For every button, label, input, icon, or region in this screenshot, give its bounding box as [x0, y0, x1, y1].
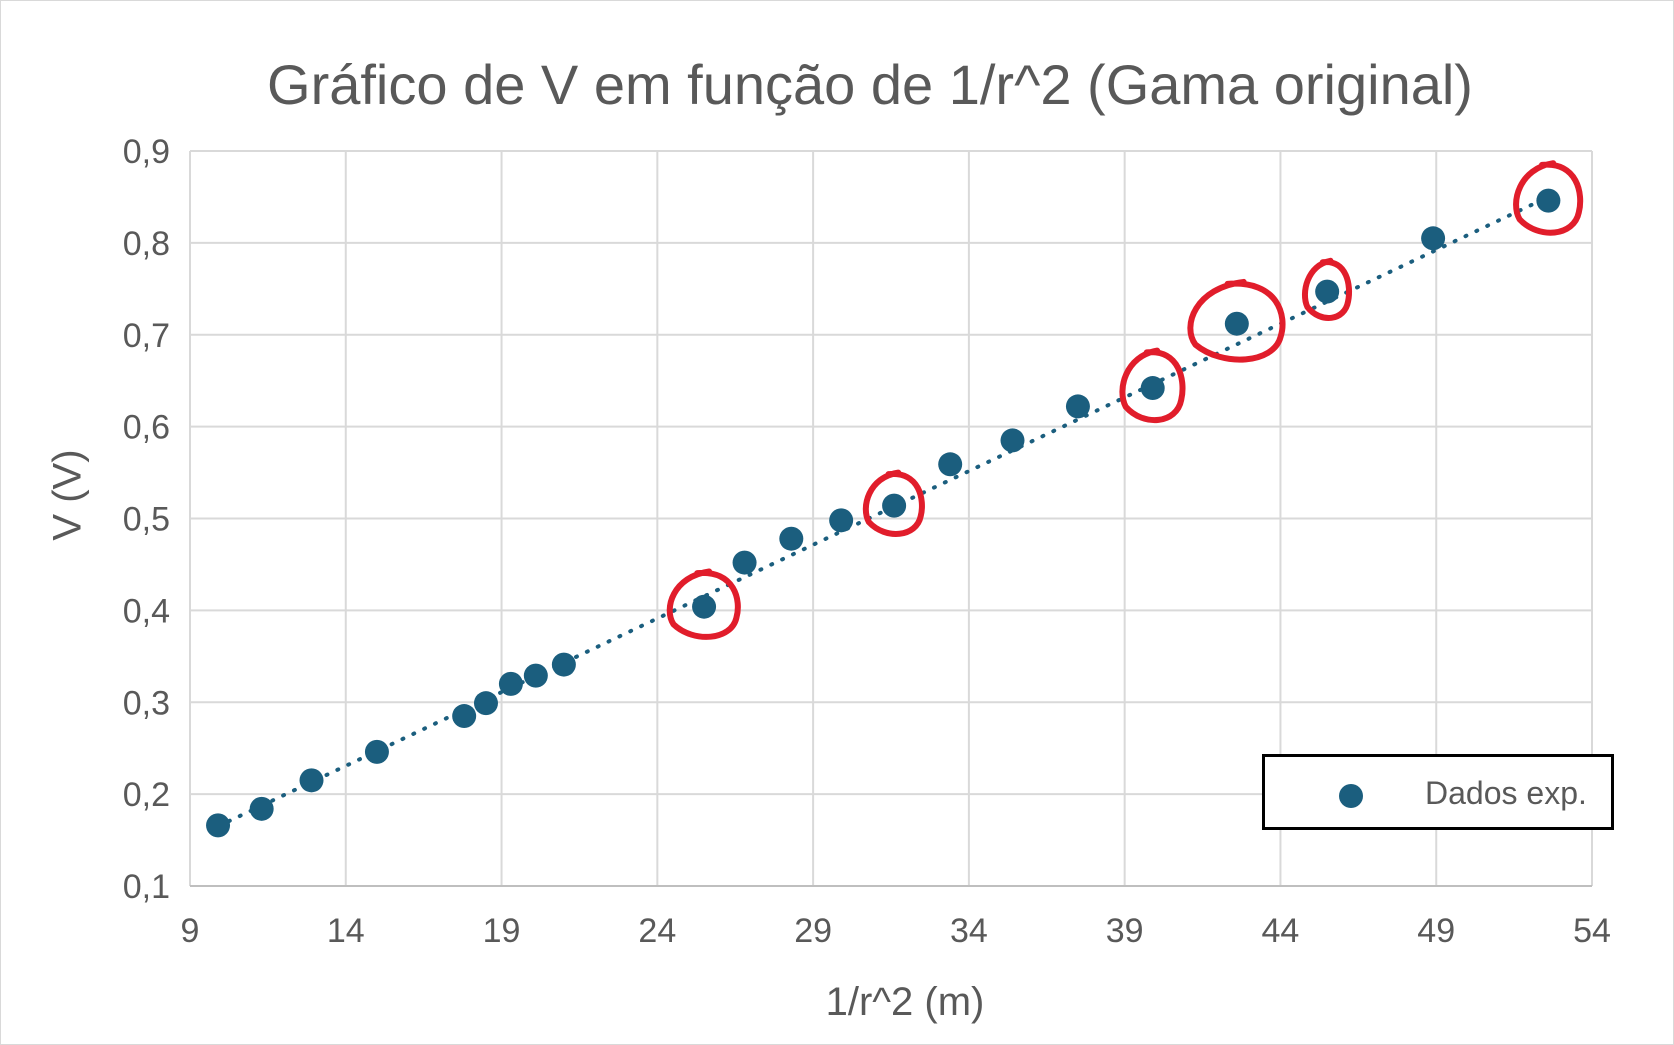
y-tick-label: 0,1	[123, 868, 170, 906]
legend-marker	[1339, 784, 1363, 808]
x-tick-label: 39	[1106, 912, 1144, 950]
data-point	[692, 594, 717, 619]
data-point	[938, 452, 963, 477]
hand-drawn-circle	[1513, 160, 1584, 236]
hand-drawn-circle	[666, 568, 741, 640]
data-point	[1224, 311, 1249, 336]
data-point	[1421, 226, 1446, 251]
data-point	[1140, 376, 1165, 401]
hand-drawn-circle	[862, 469, 925, 537]
gridlines	[189, 150, 1593, 886]
data-point	[882, 493, 907, 518]
x-tick-label: 34	[950, 912, 988, 950]
y-tick-label: 0,9	[123, 133, 170, 171]
y-tick-label: 0,4	[123, 592, 170, 630]
data-point	[498, 671, 523, 696]
x-axis-label: 1/r^2 (m)	[825, 980, 985, 1024]
hand-drawn-circle	[1119, 347, 1186, 424]
data-point	[249, 796, 274, 821]
data-point	[732, 550, 757, 575]
data-point	[779, 526, 804, 551]
x-tick-label: 24	[638, 912, 676, 950]
data-point	[829, 508, 854, 533]
legend-label: Dados exp.	[1425, 775, 1587, 811]
data-point	[1315, 279, 1340, 304]
data-point	[523, 663, 548, 688]
data-point	[1536, 188, 1561, 213]
y-tick-label: 0,2	[123, 776, 170, 814]
data-point	[299, 768, 324, 793]
axes: 0,1 0,2 0,3 0,4 0,5 0,6 0,7 0,8 0,9 9 14 19 24 29 34 39…	[123, 133, 1611, 950]
data-point	[551, 652, 576, 677]
data-points	[206, 188, 1561, 838]
x-tick-label: 49	[1417, 912, 1455, 950]
legend: Dados exp.	[1262, 754, 1614, 830]
y-tick-label: 0,8	[123, 225, 170, 263]
y-tick-label: 0,3	[123, 684, 170, 722]
data-point	[1065, 394, 1090, 419]
x-tick-label: 14	[327, 912, 365, 950]
x-tick-label: 19	[483, 912, 521, 950]
data-point	[206, 813, 231, 838]
y-tick-label: 0,7	[123, 317, 170, 355]
annotations	[666, 160, 1584, 640]
x-tick-label: 29	[794, 912, 832, 950]
x-tick-label: 9	[181, 912, 200, 950]
hand-drawn-circle	[1301, 257, 1353, 321]
data-point	[1000, 428, 1025, 453]
y-tick-label: 0,6	[123, 409, 170, 447]
data-point	[452, 704, 477, 729]
y-tick-label: 0,5	[123, 501, 170, 539]
data-point	[364, 739, 389, 764]
hand-drawn-circle	[1187, 278, 1286, 363]
chart-title: Gráfico de V em função de 1/r^2 (Gama or…	[267, 53, 1473, 116]
x-tick-label: 54	[1573, 912, 1611, 950]
x-tick-label: 44	[1262, 912, 1300, 950]
data-point	[473, 691, 498, 716]
